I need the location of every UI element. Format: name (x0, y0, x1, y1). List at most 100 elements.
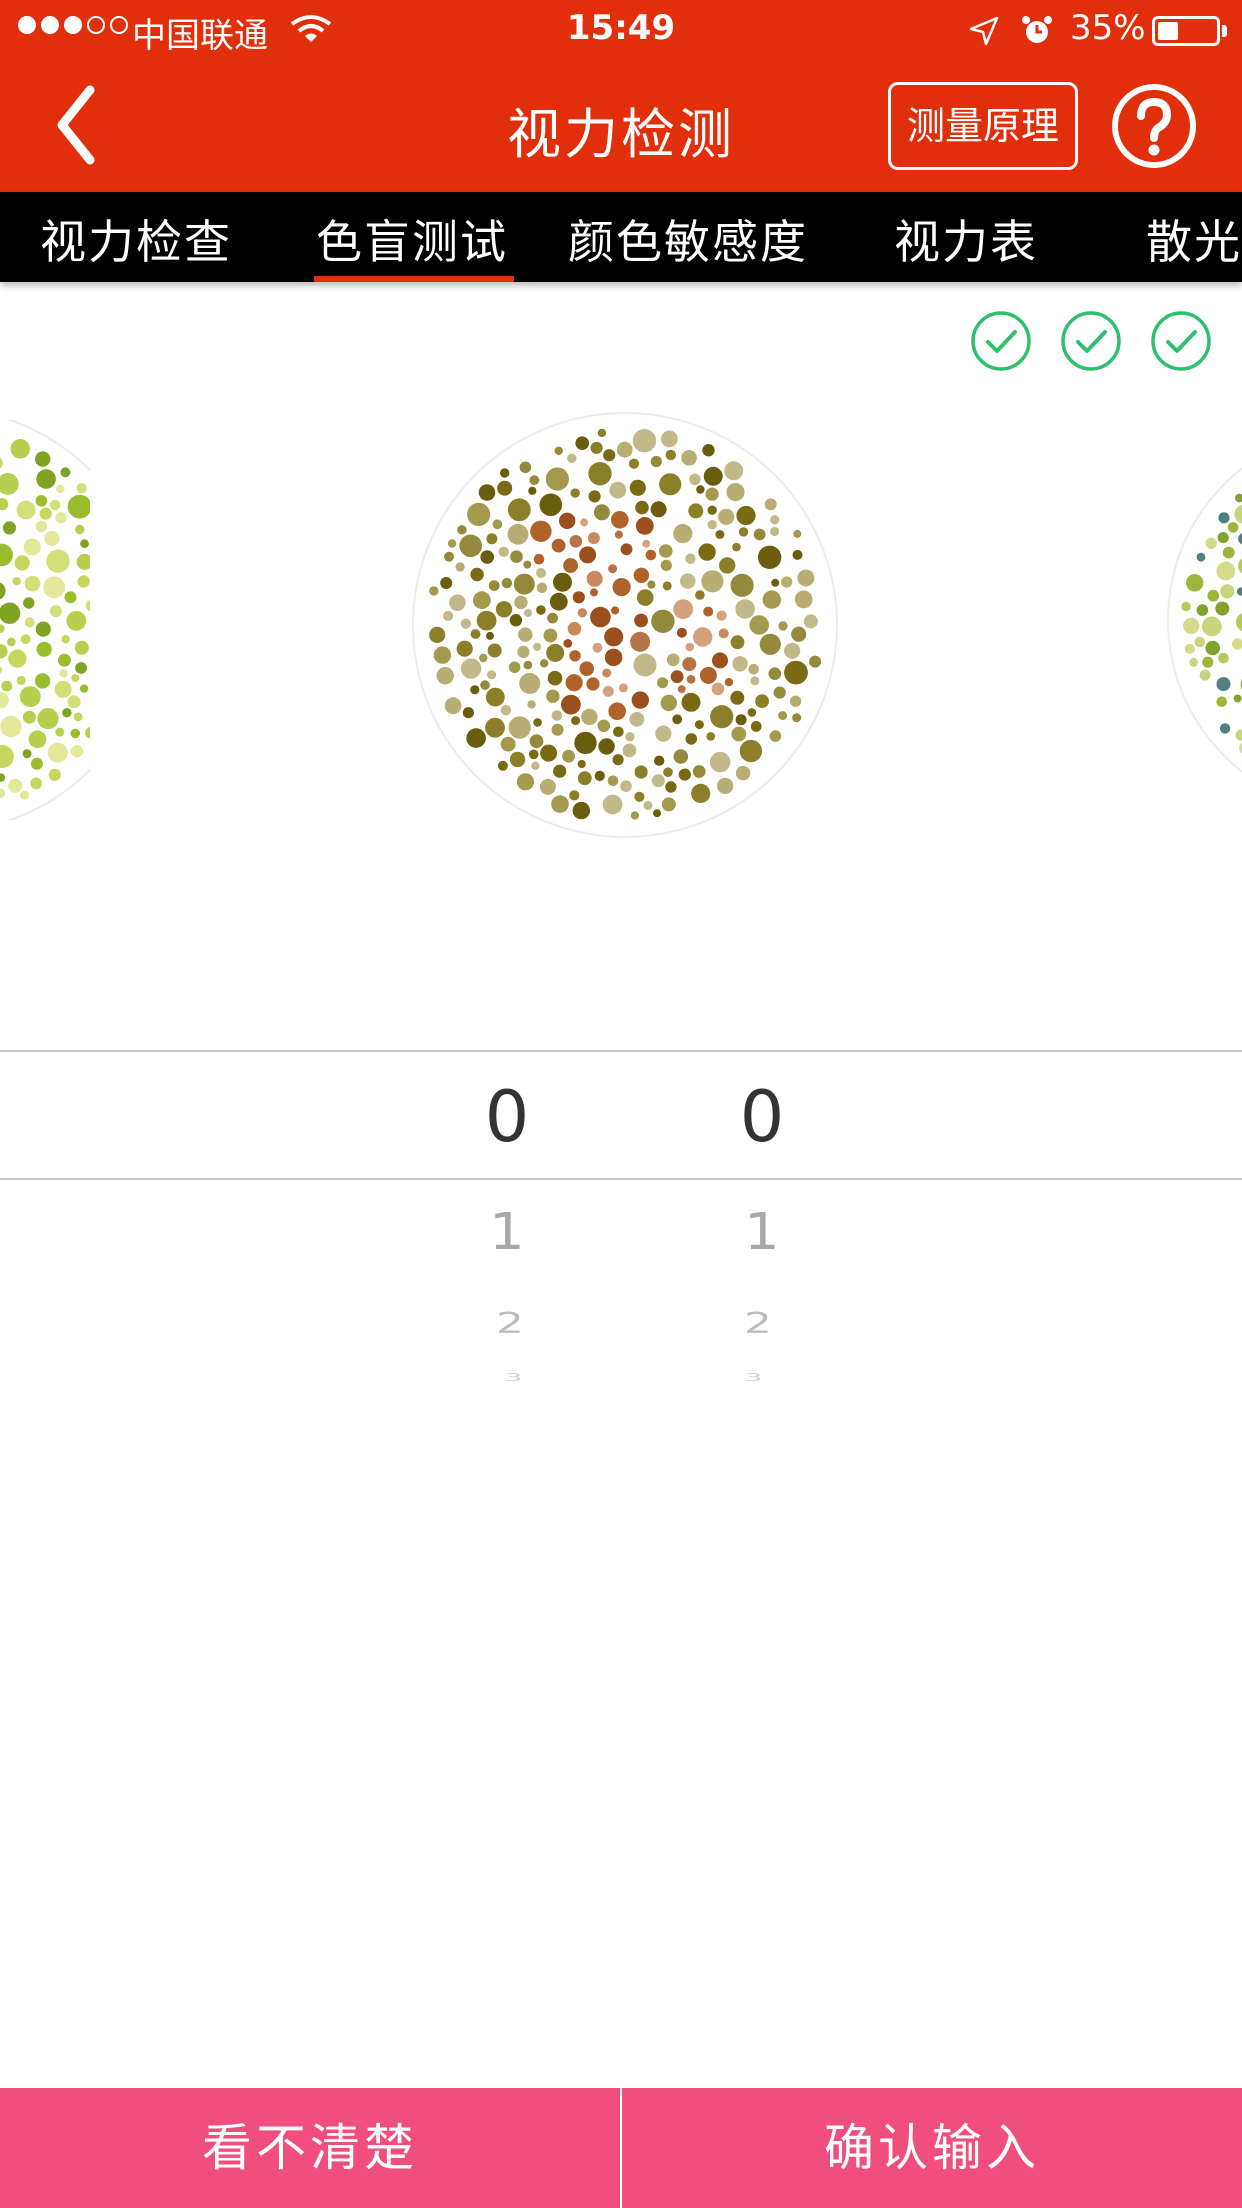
plate-dot (634, 791, 645, 802)
plate-dot (509, 751, 526, 768)
plate-dot (22, 710, 36, 724)
plate-dot (480, 550, 494, 564)
cannot-see-button[interactable]: 看不清楚 (0, 2088, 620, 2208)
plate-dot (1239, 742, 1242, 754)
plate-dot (676, 627, 687, 638)
picker-option[interactable]: 1 (489, 1203, 525, 1262)
plate-dot (495, 601, 513, 618)
plate-dot (680, 573, 696, 589)
plate-dot (730, 690, 745, 705)
plate-dot (647, 580, 656, 589)
plate-dot (735, 599, 755, 619)
plate-dot (1183, 617, 1200, 635)
next-color-plate (1167, 467, 1242, 773)
plate-dot (590, 441, 603, 454)
picker-selected-value[interactable]: 0 (484, 1076, 530, 1158)
plate-dot (8, 649, 27, 668)
plate-dot (1218, 512, 1230, 524)
plate-dot (12, 577, 21, 586)
plate-dot (563, 558, 578, 573)
plate-dot (629, 479, 646, 496)
plate-dot (1, 680, 13, 692)
plate-dot (80, 539, 89, 549)
plate-dot (64, 591, 77, 604)
plate-dot (459, 534, 482, 558)
plate-dot (507, 523, 529, 545)
plate-dot (0, 602, 21, 624)
tab-color-blind-test[interactable]: 色盲测试 (316, 215, 508, 269)
plate-dot (685, 642, 694, 652)
plate-dot (487, 670, 497, 680)
plate-dot (519, 672, 541, 694)
picker-option[interactable]: 2 (496, 1306, 524, 1341)
plate-dot (36, 469, 56, 489)
plate-dot (0, 582, 6, 600)
tab-eye-chart[interactable]: 视力表 (894, 215, 1038, 269)
plate-dot (735, 765, 751, 781)
plate-dot (67, 494, 90, 519)
plate-dot (597, 719, 611, 733)
plate-dot (533, 553, 545, 565)
picker-option[interactable]: 3 (503, 1371, 523, 1384)
measurement-principle-button[interactable]: 测量原理 (888, 82, 1078, 170)
back-button[interactable] (48, 80, 128, 170)
plate-dot (703, 466, 723, 486)
plate-dot (24, 575, 41, 592)
plate-dot (30, 777, 43, 790)
picker-option[interactable]: 2 (744, 1306, 772, 1341)
plate-dot (55, 727, 65, 737)
plate-dot (750, 721, 762, 732)
plate-dot (634, 765, 648, 779)
picker-selected-value[interactable]: 0 (739, 1076, 785, 1158)
plate-dot (703, 606, 714, 617)
plate-dot (597, 428, 607, 438)
plate-dot (486, 533, 498, 545)
confirm-input-button[interactable]: 确认输入 (622, 2088, 1242, 2208)
tab-color-sensitivity[interactable]: 颜色敏感度 (568, 215, 808, 269)
plate-dot (569, 790, 580, 801)
plate-dot (577, 608, 587, 618)
plate-dot (711, 682, 725, 696)
plate-dot (533, 718, 542, 727)
plate-dot (608, 702, 626, 720)
plate-dot (645, 549, 657, 561)
plate-dot (73, 712, 83, 722)
plate-dot (61, 635, 70, 644)
plate-dot (429, 626, 446, 643)
plate-dot (518, 627, 533, 642)
plate-dot (778, 621, 788, 631)
plate-dot (650, 501, 667, 518)
plate-dot (1205, 537, 1217, 549)
battery-tip (1222, 25, 1227, 37)
plate-dot (553, 764, 567, 778)
plate-dot (614, 530, 623, 539)
plate-dot (747, 708, 757, 717)
plate-dot (1218, 652, 1229, 664)
picker-option[interactable]: 3 (743, 1371, 763, 1384)
plate-dot (449, 594, 466, 611)
plate-dot (757, 545, 782, 569)
plate-dot (549, 592, 568, 611)
plate-dot (546, 689, 560, 703)
plate-dot (20, 634, 31, 645)
plate-dot (1202, 656, 1214, 668)
plate-dot (622, 743, 637, 758)
plate-dot (1196, 604, 1209, 616)
picker-option[interactable]: 1 (744, 1203, 780, 1262)
plate-dot (665, 449, 676, 461)
tab-astigmatism[interactable]: 散光 (1146, 215, 1242, 269)
plate-dot (509, 614, 523, 627)
plate-dot (719, 557, 736, 574)
plate-dot (695, 590, 705, 600)
plate-dot (467, 502, 491, 526)
help-icon[interactable] (1110, 82, 1198, 170)
plate-dot (574, 731, 597, 755)
plate-dot (635, 517, 654, 535)
plate-dot (755, 694, 769, 708)
plate-dot (0, 666, 3, 674)
tab-vision-check[interactable]: 视力检查 (40, 215, 232, 269)
plate-dot (16, 500, 36, 520)
plate-dot (35, 520, 48, 533)
plate-dot (620, 543, 633, 556)
plate-dot (23, 538, 41, 556)
